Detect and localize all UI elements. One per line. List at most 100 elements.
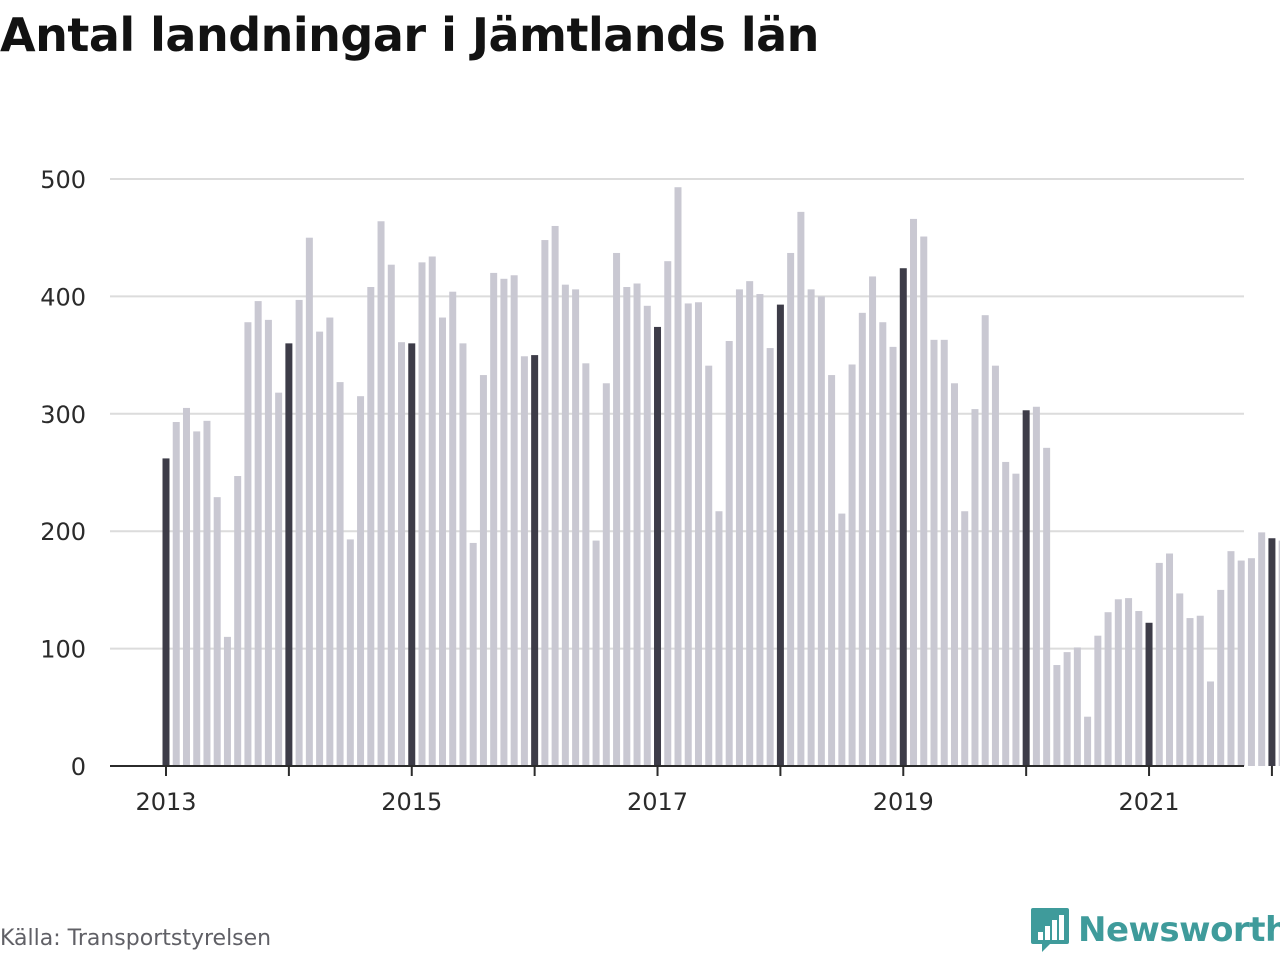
brand-logo[interactable]: Newsworthy (1030, 906, 1280, 954)
bar (807, 289, 815, 766)
bar (684, 303, 692, 766)
bar (633, 283, 641, 766)
bar-series (162, 187, 1280, 767)
bar (449, 291, 457, 766)
x-tick-label: 2021 (1119, 788, 1180, 816)
x-axis-labels: 201320152017201920212023 (135, 788, 1180, 816)
bar (1084, 716, 1092, 766)
x-tick-label: 2019 (873, 788, 934, 816)
bar (377, 221, 385, 766)
bar (264, 319, 272, 766)
bar (336, 382, 344, 766)
bar (654, 326, 662, 766)
bar (1166, 553, 1174, 766)
bar (418, 262, 426, 766)
bar (162, 458, 170, 766)
bar (1094, 635, 1102, 766)
bar (1237, 560, 1245, 766)
bar (408, 343, 416, 766)
bar (1135, 611, 1143, 766)
bar (203, 420, 211, 766)
bar (643, 305, 651, 766)
bar (1186, 618, 1194, 766)
bar (1125, 598, 1133, 766)
bar (531, 355, 539, 766)
bar (193, 431, 201, 766)
x-axis (110, 765, 1273, 776)
bar (1258, 532, 1266, 766)
bar (991, 365, 999, 766)
y-tick-label: 400 (40, 283, 86, 311)
bar (735, 289, 743, 766)
bar (367, 287, 375, 766)
bar (285, 343, 293, 766)
bar (1053, 665, 1061, 766)
bar (1145, 622, 1153, 766)
bar (572, 289, 580, 766)
bar (275, 392, 283, 766)
y-axis: 0 100 200 300 400 500 (40, 166, 86, 781)
x-tick-label: 2015 (381, 788, 442, 816)
bar (1176, 593, 1184, 766)
bar (602, 383, 610, 766)
bar (1268, 538, 1276, 766)
bar (623, 287, 631, 766)
bar (869, 276, 877, 766)
bar (889, 346, 897, 766)
bar (316, 331, 324, 766)
bar (950, 383, 958, 766)
bar (346, 539, 354, 766)
bar (1073, 647, 1081, 766)
y-tick-label: 200 (40, 518, 86, 546)
y-tick-label: 300 (40, 401, 86, 429)
bar (828, 375, 836, 766)
bar (398, 342, 406, 766)
bar (254, 301, 262, 766)
bar (551, 225, 559, 766)
bar (234, 476, 242, 766)
bar (746, 281, 754, 766)
bar (1012, 473, 1020, 766)
brand-name: Newsworthy (1078, 910, 1280, 950)
x-tick-label: 2017 (627, 788, 688, 816)
y-tick-label: 0 (71, 753, 86, 781)
bar (848, 364, 856, 766)
x-tick-label: 2013 (135, 788, 196, 816)
bar (520, 356, 528, 766)
bar (387, 264, 395, 766)
bar (910, 218, 918, 766)
bar (438, 317, 446, 766)
bar (797, 211, 805, 766)
bar (961, 511, 969, 766)
bar (459, 343, 467, 766)
bar (213, 497, 221, 766)
bar (756, 294, 764, 766)
bar (541, 240, 549, 767)
bar (1217, 589, 1225, 766)
bar (694, 302, 702, 766)
bar (776, 304, 784, 766)
bar (674, 187, 682, 766)
bar (469, 542, 477, 766)
bar-chart-speech-bubble-icon (1031, 908, 1069, 952)
y-tick-label: 500 (40, 166, 86, 194)
bar (510, 275, 518, 766)
bar (940, 339, 948, 766)
bar (592, 540, 600, 766)
bar (705, 365, 713, 766)
bar (971, 409, 979, 766)
source-note: Källa: Transportstyrelsen (0, 926, 272, 951)
bar (899, 268, 907, 766)
bar (1206, 681, 1214, 766)
bar (172, 422, 180, 766)
bar (295, 299, 303, 766)
bar (858, 312, 866, 766)
bar (725, 341, 733, 766)
bar (1063, 652, 1071, 766)
bar (244, 322, 252, 766)
bar (479, 375, 487, 766)
bar (1227, 551, 1235, 766)
bar (715, 511, 723, 766)
bar (1114, 599, 1122, 766)
